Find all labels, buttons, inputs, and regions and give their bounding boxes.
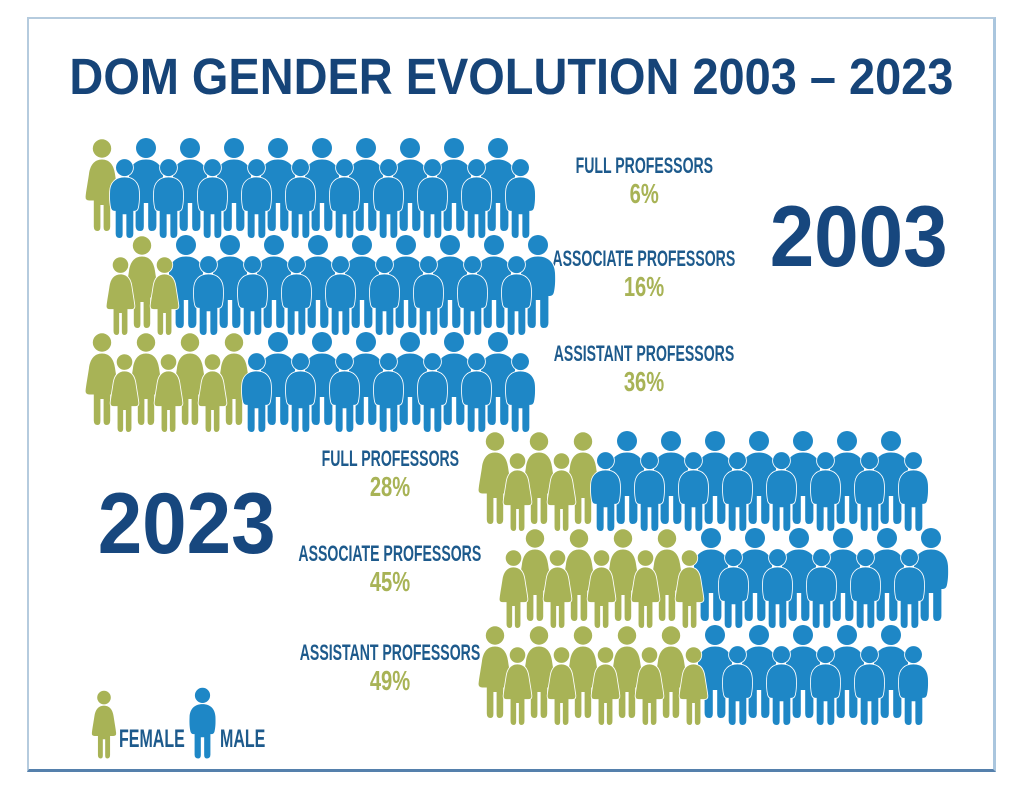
person-icon-male bbox=[854, 645, 885, 726]
year-2023-text: 2023 bbox=[98, 476, 276, 572]
page-title-text: DOM GENDER EVOLUTION 2003 – 2023 bbox=[69, 48, 953, 105]
percent-label: 45% bbox=[369, 566, 411, 597]
person-icon-male bbox=[369, 255, 400, 336]
page-title: DOM GENDER EVOLUTION 2003 – 2023 bbox=[29, 51, 993, 102]
person-icon-male bbox=[417, 158, 448, 239]
pictogram-row-2023-3 bbox=[472, 624, 942, 728]
person-icon-male bbox=[718, 548, 749, 629]
person-icon-male bbox=[241, 352, 272, 433]
person-icon-male bbox=[241, 158, 272, 239]
person-icon-female bbox=[149, 256, 180, 336]
person-icon-female bbox=[105, 256, 136, 336]
year-label-2003: 2003 bbox=[709, 194, 1009, 280]
person-icon-male bbox=[413, 255, 444, 336]
person-icon-female bbox=[586, 549, 617, 629]
person-icon-female bbox=[546, 452, 577, 532]
person-icon-male bbox=[329, 352, 360, 433]
person-icon-female bbox=[634, 646, 665, 726]
label-group-2023-3: ASSISTANT PROFESSORS 49% bbox=[240, 640, 540, 696]
person-icon-female bbox=[498, 549, 529, 629]
pictogram-row-2003-3 bbox=[79, 331, 549, 435]
person-icon-male bbox=[505, 158, 536, 239]
infographic-frame: DOM GENDER EVOLUTION 2003 – 2023 FULL PR… bbox=[27, 17, 996, 772]
person-icon-male bbox=[153, 158, 184, 239]
legend-female-label: FEMALE bbox=[119, 725, 185, 753]
person-icon-male bbox=[678, 451, 709, 532]
person-icon-male bbox=[894, 548, 925, 629]
person-icon-female bbox=[502, 452, 533, 532]
category-label: ASSISTANT PROFESSORS bbox=[299, 640, 481, 665]
person-icon-male bbox=[810, 645, 841, 726]
person-icon-male bbox=[461, 158, 492, 239]
person-icon-male bbox=[285, 158, 316, 239]
labels-2003: FULL PROFESSORS 6% ASSOCIATE PROFESSORS 16%… bbox=[494, 19, 794, 769]
person-icon-female bbox=[109, 353, 140, 433]
person-icon-female bbox=[590, 646, 621, 726]
person-icon-female bbox=[197, 353, 228, 433]
male-icon bbox=[188, 687, 217, 760]
percent-label: 28% bbox=[369, 471, 411, 502]
person-icon-male bbox=[109, 158, 140, 239]
percent-label: 36% bbox=[623, 366, 665, 397]
person-icon-male bbox=[461, 352, 492, 433]
pictogram-group-2003 bbox=[79, 137, 557, 437]
person-icon-female bbox=[630, 549, 661, 629]
person-icon-male bbox=[810, 451, 841, 532]
person-icon-female bbox=[542, 549, 573, 629]
person-icon-male bbox=[329, 158, 360, 239]
person-icon-male bbox=[281, 255, 312, 336]
person-icon-male bbox=[722, 451, 753, 532]
person-icon-male bbox=[898, 645, 929, 726]
person-icon-female bbox=[546, 646, 577, 726]
year-2003-text: 2003 bbox=[770, 189, 948, 285]
person-icon-female bbox=[678, 646, 709, 726]
person-icon-male bbox=[762, 548, 793, 629]
person-icon-male bbox=[457, 255, 488, 336]
year-label-2023: 2023 bbox=[37, 481, 337, 567]
person-icon-male bbox=[501, 255, 532, 336]
category-label: FULL PROFESSORS bbox=[321, 446, 459, 471]
person-icon-female bbox=[674, 549, 705, 629]
person-icon-female bbox=[153, 353, 184, 433]
label-group-2023-1: FULL PROFESSORS 28% bbox=[240, 446, 540, 502]
person-icon-male bbox=[417, 352, 448, 433]
pictogram-row-2003-2 bbox=[97, 234, 567, 338]
person-icon-male bbox=[850, 548, 881, 629]
category-label: ASSOCIATE PROFESSORS bbox=[298, 541, 482, 566]
pictogram-row-2003-1 bbox=[79, 137, 549, 241]
person-icon-male bbox=[634, 451, 665, 532]
person-icon-male bbox=[854, 451, 885, 532]
person-icon-male bbox=[373, 352, 404, 433]
label-group-2003-3: ASSISTANT PROFESSORS 36% bbox=[494, 341, 794, 397]
labels-2023: FULL PROFESSORS 28% ASSOCIATE PROFESSORS 45… bbox=[240, 19, 540, 769]
pictogram-row-2023-2 bbox=[490, 527, 960, 631]
person-icon-male bbox=[373, 158, 404, 239]
percent-label: 6% bbox=[629, 178, 659, 209]
person-icon-male bbox=[193, 255, 224, 336]
category-label: ASSISTANT PROFESSORS bbox=[553, 341, 735, 366]
category-label: FULL PROFESSORS bbox=[575, 153, 713, 178]
person-icon-male bbox=[766, 451, 797, 532]
person-icon-male bbox=[766, 645, 797, 726]
person-icon-male bbox=[285, 352, 316, 433]
person-icon-male bbox=[325, 255, 356, 336]
female-icon bbox=[91, 689, 117, 760]
percent-label: 49% bbox=[369, 665, 411, 696]
pictogram-row-2023-1 bbox=[472, 430, 942, 534]
person-icon-male bbox=[806, 548, 837, 629]
person-icon-male bbox=[722, 645, 753, 726]
percent-label: 16% bbox=[623, 271, 665, 302]
label-group-2003-2: ASSOCIATE PROFESSORS 16% bbox=[494, 246, 794, 302]
pictogram-group-2023 bbox=[472, 430, 950, 730]
person-icon-male bbox=[237, 255, 268, 336]
person-icon-male bbox=[505, 352, 536, 433]
category-label: ASSOCIATE PROFESSORS bbox=[552, 246, 736, 271]
person-icon-female bbox=[502, 646, 533, 726]
label-group-2023-2: ASSOCIATE PROFESSORS 45% bbox=[240, 541, 540, 597]
label-group-2003-1: FULL PROFESSORS 6% bbox=[494, 153, 794, 209]
person-icon-male bbox=[898, 451, 929, 532]
person-icon-male bbox=[590, 451, 621, 532]
person-icon-male bbox=[197, 158, 228, 239]
